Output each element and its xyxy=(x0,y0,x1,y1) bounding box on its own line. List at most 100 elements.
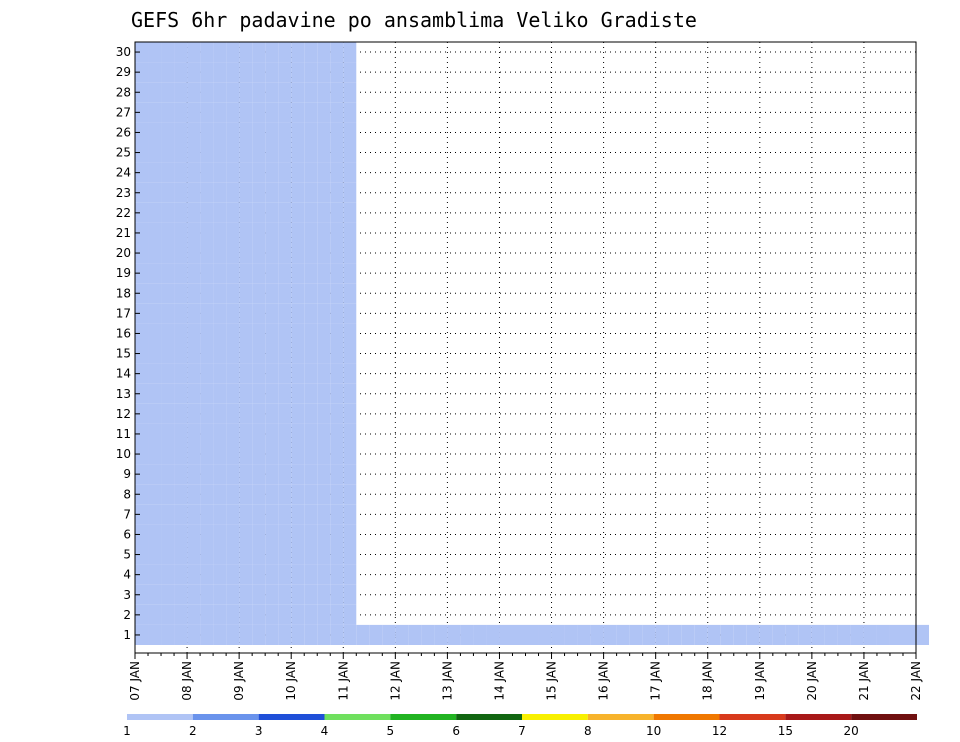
heatmap-cell xyxy=(343,504,357,525)
heatmap-cell xyxy=(174,42,188,63)
heatmap-cell xyxy=(174,202,188,223)
heatmap-cell xyxy=(213,604,227,625)
heatmap-cell xyxy=(343,122,357,143)
heatmap-cell xyxy=(278,222,292,243)
heatmap-cell xyxy=(161,624,175,645)
heatmap-cell xyxy=(278,142,292,163)
heatmap-cell xyxy=(174,484,188,505)
heatmap-cell xyxy=(187,343,201,364)
heatmap-cell xyxy=(174,444,188,465)
heatmap-cell xyxy=(317,182,331,203)
heatmap-cell xyxy=(291,263,305,284)
heatmap-cell xyxy=(200,303,214,324)
heatmap-cell xyxy=(148,403,162,424)
heatmap-cell xyxy=(343,202,357,223)
heatmap-cell xyxy=(304,343,318,364)
heatmap-cell xyxy=(174,584,188,605)
heatmap-cell xyxy=(213,383,227,404)
heatmap-cell xyxy=(408,624,422,645)
heatmap-cell xyxy=(226,383,240,404)
heatmap-cell xyxy=(135,564,149,585)
heatmap-cell xyxy=(343,464,357,485)
x-tick-label: 21 JAN xyxy=(857,661,871,701)
heatmap-cell xyxy=(239,383,253,404)
heatmap-cell xyxy=(161,383,175,404)
heatmap-cell xyxy=(421,624,435,645)
heatmap-cell xyxy=(135,624,149,645)
heatmap-cell xyxy=(174,363,188,384)
heatmap-cell xyxy=(135,243,149,264)
heatmap-cell xyxy=(746,624,760,645)
heatmap-cell xyxy=(148,624,162,645)
heatmap-cell xyxy=(837,624,851,645)
heatmap-cell xyxy=(226,122,240,143)
heatmap-cell xyxy=(291,82,305,103)
y-tick-label: 29 xyxy=(116,65,131,79)
heatmap-cell xyxy=(252,564,266,585)
heatmap-cell xyxy=(148,343,162,364)
heatmap-cell xyxy=(317,383,331,404)
heatmap-cell xyxy=(291,62,305,83)
heatmap-cell xyxy=(161,243,175,264)
heatmap-cell xyxy=(200,464,214,485)
heatmap-cell xyxy=(174,504,188,525)
heatmap-cell xyxy=(187,162,201,183)
heatmap-cell xyxy=(200,202,214,223)
colorbar-swatch xyxy=(456,714,522,720)
heatmap-cell xyxy=(291,604,305,625)
heatmap-cell xyxy=(148,524,162,545)
heatmap-cell xyxy=(135,584,149,605)
heatmap-cell xyxy=(174,263,188,284)
heatmap-cell xyxy=(252,202,266,223)
heatmap-cell xyxy=(343,604,357,625)
y-tick-label: 1 xyxy=(123,628,131,642)
heatmap-cell xyxy=(148,222,162,243)
heatmap-cell xyxy=(330,162,344,183)
heatmap-cell xyxy=(343,102,357,123)
heatmap-cell xyxy=(343,82,357,103)
heatmap-cell xyxy=(252,142,266,163)
heatmap-cell xyxy=(213,423,227,444)
heatmap-cell xyxy=(330,62,344,83)
heatmap-cell xyxy=(278,202,292,223)
y-tick-label: 6 xyxy=(123,527,131,541)
heatmap-cell xyxy=(252,624,266,645)
heatmap-cell xyxy=(252,222,266,243)
heatmap-cell xyxy=(330,564,344,585)
heatmap-cell xyxy=(187,42,201,63)
heatmap-cell xyxy=(213,82,227,103)
heatmap-cell xyxy=(304,544,318,565)
heatmap-cell xyxy=(265,444,279,465)
heatmap-cell xyxy=(603,624,617,645)
heatmap-cell xyxy=(291,624,305,645)
heatmap-cell xyxy=(161,303,175,324)
heatmap-cell xyxy=(629,624,643,645)
heatmap-cell xyxy=(252,182,266,203)
heatmap-cell xyxy=(330,363,344,384)
heatmap-cell xyxy=(213,323,227,344)
heatmap-cell xyxy=(200,363,214,384)
heatmap-cell xyxy=(330,444,344,465)
x-tick-label: 17 JAN xyxy=(649,661,663,701)
heatmap-cell xyxy=(330,343,344,364)
heatmap-cell xyxy=(148,484,162,505)
heatmap-cell xyxy=(265,122,279,143)
heatmap-cell xyxy=(291,202,305,223)
heatmap-cell xyxy=(135,42,149,63)
heatmap-cell xyxy=(772,624,786,645)
heatmap-cell xyxy=(538,624,552,645)
y-tick-label: 7 xyxy=(123,507,131,521)
heatmap-cell xyxy=(187,243,201,264)
heatmap-cell xyxy=(304,464,318,485)
heatmap-cell xyxy=(785,624,799,645)
heatmap-cell xyxy=(252,544,266,565)
heatmap-cell xyxy=(551,624,565,645)
heatmap-cell xyxy=(330,604,344,625)
heatmap-cell xyxy=(265,283,279,304)
heatmap-cell xyxy=(317,363,331,384)
heatmap-cell xyxy=(200,343,214,364)
heatmap-cell xyxy=(239,444,253,465)
heatmap-cell xyxy=(187,584,201,605)
heatmap-cell xyxy=(343,263,357,284)
heatmap-cell xyxy=(161,403,175,424)
